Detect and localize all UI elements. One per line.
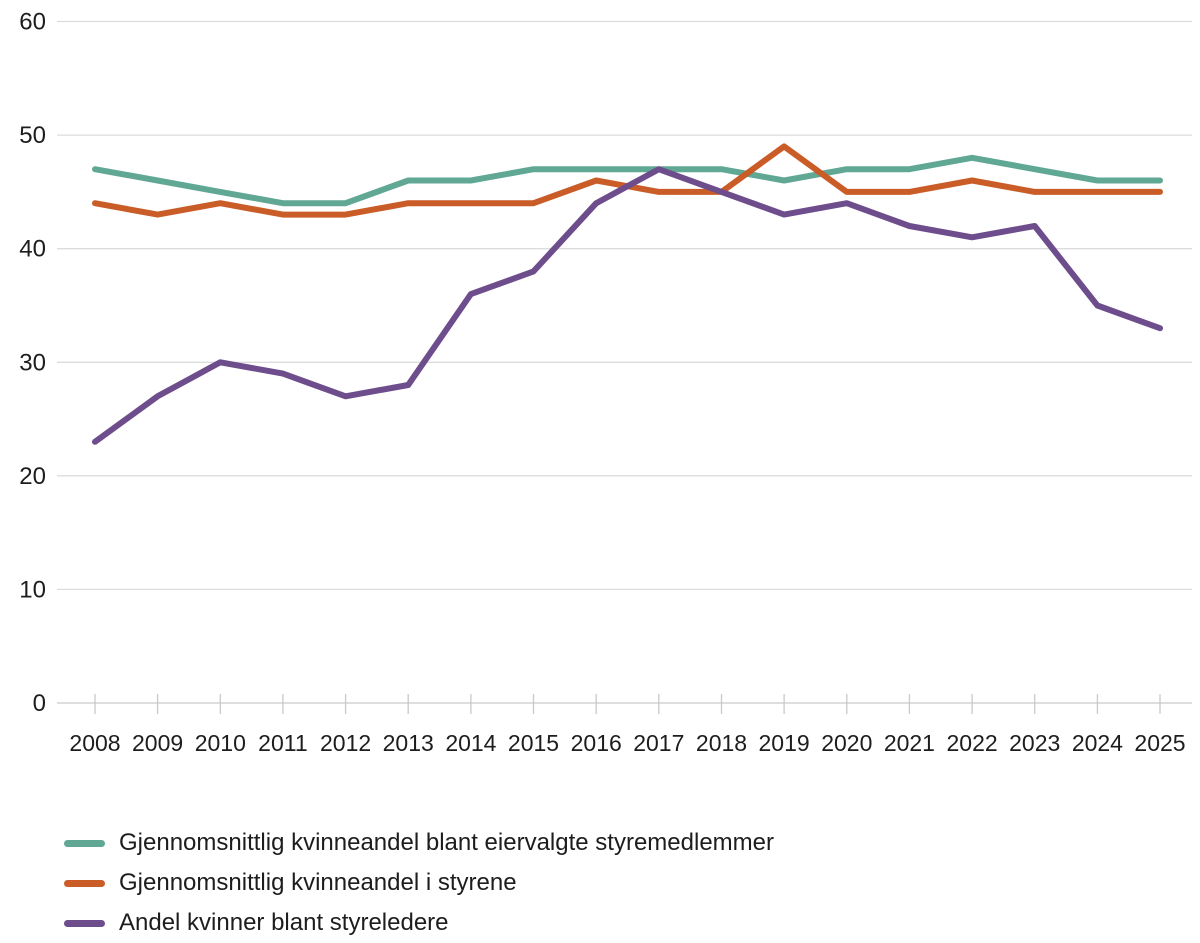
line-series-0 [92, 154, 1163, 207]
legend-swatch-icon [64, 919, 105, 927]
x-axis-label: 2014 [445, 730, 496, 756]
x-axis-label: 2017 [633, 730, 684, 756]
y-axis-label: 40 [19, 236, 46, 263]
y-axis-label: 50 [19, 122, 46, 149]
y-axis-label: 20 [19, 463, 46, 490]
x-axis-label: 2016 [571, 730, 622, 756]
legend-label: Andel kvinner blant styreledere [119, 909, 449, 936]
x-axis-label: 2013 [383, 730, 434, 756]
legend-item: Gjennomsnittlig kvinneandel blant eierva… [64, 823, 774, 863]
x-axis-label: 2015 [508, 730, 559, 756]
legend-label: Gjennomsnittlig kvinneandel i styrene [119, 869, 517, 896]
x-axis-label: 2008 [69, 730, 120, 756]
chart-canvas: 0 10 20 30 40 50 60 2008 2009 2010 2011 2012 2013 201… [19, 9, 1192, 756]
y-axis-label: 30 [19, 349, 46, 376]
legend-swatch-icon [64, 879, 105, 887]
y-axis-label: 10 [19, 576, 46, 603]
x-axis-label: 2012 [320, 730, 371, 756]
x-axis-label: 2018 [696, 730, 747, 756]
x-axis-label: 2019 [759, 730, 810, 756]
x-axis-label: 2022 [947, 730, 998, 756]
x-axis-label: 2020 [821, 730, 872, 756]
y-axis-label: 0 [33, 690, 46, 717]
legend-label: Gjennomsnittlig kvinneandel blant eierva… [119, 829, 774, 856]
chart-legend: Gjennomsnittlig kvinneandel blant eierva… [64, 823, 774, 943]
x-axis-label: 2010 [195, 730, 246, 756]
legend-swatch-icon [64, 839, 105, 847]
x-axis-label: 2023 [1009, 730, 1060, 756]
line-series-2 [92, 166, 1163, 445]
x-axis-label: 2009 [132, 730, 183, 756]
x-axis-label: 2021 [884, 730, 935, 756]
x-axis-label: 2025 [1134, 730, 1185, 756]
legend-item: Gjennomsnittlig kvinneandel i styrene [64, 863, 774, 903]
legend-item: Andel kvinner blant styreledere [64, 903, 774, 943]
y-axis-label: 60 [19, 9, 46, 36]
x-axis-label: 2011 [258, 730, 307, 756]
x-axis-label: 2024 [1072, 730, 1123, 756]
line-series-1 [92, 143, 1163, 218]
